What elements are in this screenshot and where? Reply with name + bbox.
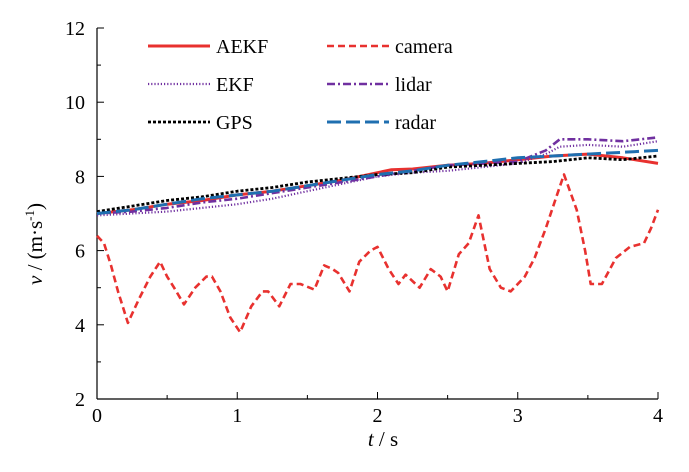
legend-label-gps: GPS xyxy=(216,112,253,134)
y-tick-label: 2 xyxy=(75,389,85,411)
series-line-camera xyxy=(96,173,660,334)
x-tick-label: 0 xyxy=(92,405,102,427)
legend: AEKF camera EKF lidar GPS radar xyxy=(148,36,453,134)
legend-label-radar: radar xyxy=(395,112,436,134)
y-tick-label: 4 xyxy=(75,315,85,337)
series-line-ekf xyxy=(96,140,659,217)
y-tick-label: 6 xyxy=(75,241,85,263)
x-tick-label: 3 xyxy=(513,405,523,427)
legend-label-aekf: AEKF xyxy=(216,36,268,58)
x-tick-label: 4 xyxy=(653,405,663,427)
x-tick-label: 1 xyxy=(232,405,242,427)
legend-label-ekf: EKF xyxy=(216,74,254,96)
y-tick-label: 12 xyxy=(65,18,85,40)
x-tick-label: 2 xyxy=(373,405,383,427)
series-line-gps xyxy=(96,154,659,213)
y-tick-label: 8 xyxy=(75,166,85,188)
x-axis-title: t / s xyxy=(368,427,398,451)
series-lines xyxy=(96,136,660,334)
legend-label-lidar: lidar xyxy=(395,74,432,96)
y-tick-label: 10 xyxy=(65,92,85,114)
y-axis-title: v / (m·s-1) xyxy=(22,203,47,285)
legend-label-camera: camera xyxy=(395,36,453,58)
